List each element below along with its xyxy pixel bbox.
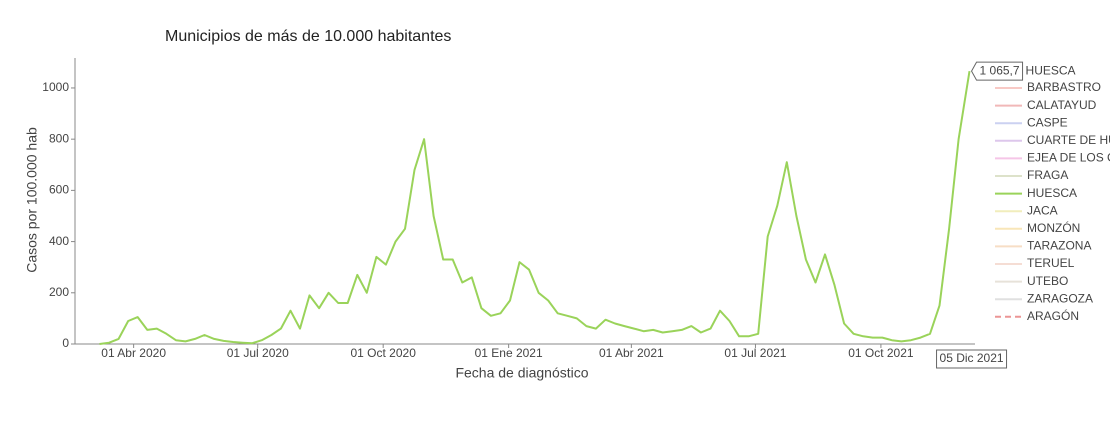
legend-label[interactable]: CUARTE DE HU [1027,133,1110,147]
x-tick-label: 01 Abr 2021 [599,346,664,360]
x-tick-label: 01 Oct 2020 [350,346,416,360]
legend-label[interactable]: ZARAGOZA [1027,291,1093,305]
legend-label[interactable]: BARBASTRO [1027,80,1101,94]
x-tick-label: 01 Jul 2021 [724,346,786,360]
x-tick-label: 01 Abr 2020 [101,346,166,360]
y-tick-label: 1000 [42,80,69,94]
legend-label[interactable]: CALATAYUD [1027,98,1097,112]
hover-x-box [936,349,1008,369]
legend-label[interactable]: TARAZONA [1027,239,1091,253]
x-tick-label: 01 Oct 2021 [848,346,914,360]
x-tick-label: 01 Jul 2020 [227,346,289,360]
y-tick-label: 400 [49,234,69,248]
x-axis-title: Fecha de diagnóstico [455,365,588,381]
legend-label[interactable]: CASPE [1027,115,1068,129]
legend-label[interactable]: MONZÓN [1027,220,1080,235]
hover-x-label: 05 Dic 2021 [940,351,1004,365]
legend-label[interactable]: HUESCA [1027,186,1077,200]
legend-label[interactable]: JACA [1027,203,1058,217]
hover-y-label: 1 065,7 [980,63,1020,77]
y-tick-label: 200 [49,285,69,299]
chart-title: Municipios de más de 10.000 habitantes [165,28,451,45]
legend-label[interactable]: FRAGA [1027,168,1068,182]
legend-label[interactable]: EJEA DE LOS C [1027,151,1110,165]
series-line [99,70,971,345]
y-axis-title: Casos por 100.000 hab [24,127,40,273]
hover-y-box [970,61,1024,81]
y-tick-label: 600 [49,183,69,197]
legend-label[interactable]: UTEBO [1027,274,1068,288]
hover-name: HUESCA [1026,63,1076,77]
x-tick-label: 01 Ene 2021 [475,346,543,360]
y-tick-label: 800 [49,131,69,145]
y-tick-label: 0 [62,336,69,350]
legend-label[interactable]: TERUEL [1027,256,1075,270]
legend-label[interactable]: ARAGÓN [1027,308,1079,323]
